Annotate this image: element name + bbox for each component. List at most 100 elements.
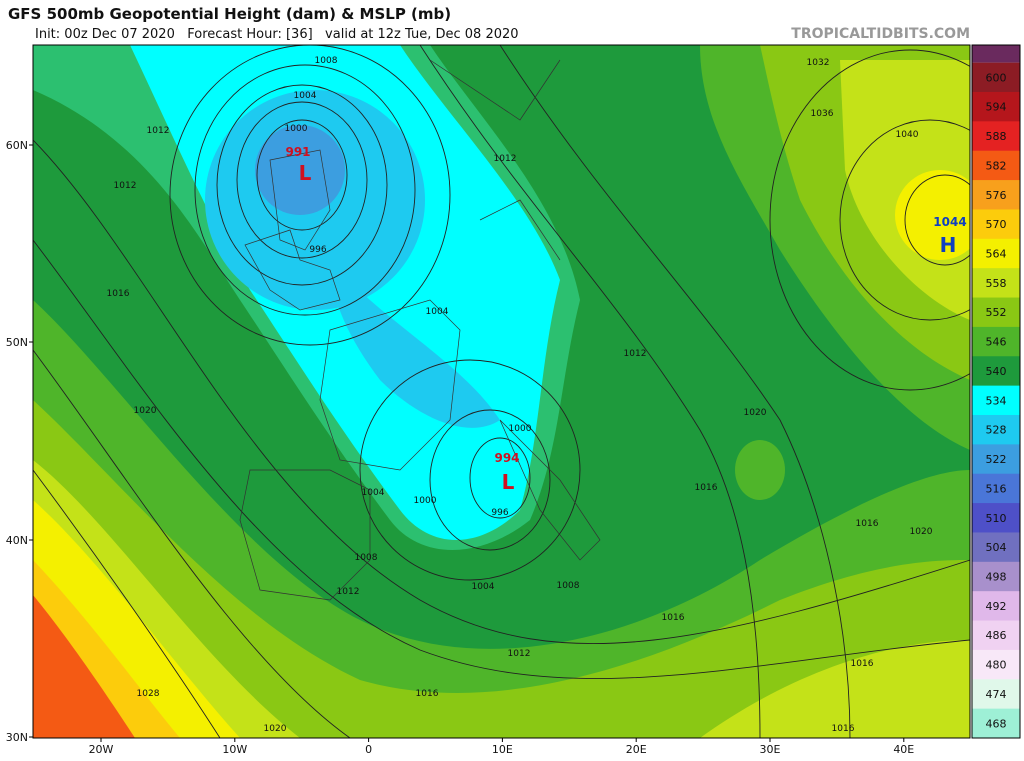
center-value: 991 [285,145,310,159]
isobar-label: 1016 [416,689,439,699]
isobar-label: 996 [309,245,326,255]
center-letter: H [940,233,957,257]
colorbar-label: 552 [986,306,1007,319]
colorbar-label: 474 [986,688,1007,701]
colorbar-bin [972,649,1020,680]
lon-label: 10E [492,743,513,756]
colorbar-label: 534 [986,394,1007,407]
colorbar-bin [972,561,1020,592]
colorbar-bin [972,356,1020,387]
colorbar-bin [972,91,1020,122]
isobar-label: 1016 [832,724,855,734]
lat-label: 30N [6,731,28,744]
field-558 [33,400,970,738]
colorbar-label: 528 [986,424,1007,437]
colorbar-frame [971,44,1021,739]
isobar-label: 1000 [509,424,532,434]
isobar-label: 1028 [137,689,160,699]
colorbar-bin [972,679,1020,710]
isobars [33,45,970,738]
site-name: TROPICALTIDBITS.COM [791,26,970,42]
isobar-label: 1012 [147,126,170,136]
isobar-label: 1008 [557,581,580,591]
isobar-label: 1016 [851,659,874,669]
lon-label: 30E [760,743,781,756]
lat-label: 40N [6,534,28,547]
isobar-label: 1016 [695,483,718,493]
isobar-label: 1040 [896,130,919,140]
colorbar-bin [972,591,1020,622]
colorbar-label: 480 [986,659,1007,672]
isobar-label: 1020 [910,527,933,537]
isobar-label: 996 [491,508,508,518]
map-field [33,45,970,738]
isobar-label: 1012 [494,154,517,164]
field-582 [33,595,135,738]
isobar-label: 1012 [114,181,137,191]
isobar-label: 1008 [315,56,338,66]
colorbar-label: 510 [986,512,1007,525]
lon-label: 20E [626,743,647,756]
isobar-label: 1016 [107,289,130,299]
isobar-label: 1036 [811,109,834,119]
subtitle: Init: 00z Dec 07 2020 Forecast Hour: [36… [35,27,519,42]
lon-label: 20W [89,743,114,756]
colorbar-bin [972,326,1020,357]
colorbar-label: 576 [986,189,1007,202]
isobar-label: 1016 [856,519,879,529]
colorbar-bin [972,180,1020,210]
isobar-label: 1004 [472,582,495,592]
field-522 [255,125,345,215]
colorbar-label: 492 [986,600,1007,613]
field-528-south [330,260,500,428]
colorbar-bin [972,532,1020,563]
isobar-label: 1020 [744,408,767,418]
lat-label: 50N [6,336,28,349]
center-value: 994 [494,451,519,465]
isobar-label: 1016 [662,613,685,623]
colorbar-label: 582 [986,159,1007,172]
isobar-label: 1004 [362,488,385,498]
title: GFS 500mb Geopotential Height (dam) & MS… [8,5,451,23]
colorbar-label: 486 [986,629,1007,642]
colorbar-label: 570 [986,218,1007,231]
colorbar-bin [972,150,1020,181]
isobar-label: 1032 [807,58,830,68]
isobar-label: 1004 [426,307,449,317]
colorbar-bin [972,473,1020,504]
colorbar-label: 504 [986,541,1007,554]
lon-label: 0 [365,743,372,756]
colorbar-bin [972,238,1020,269]
colorbar-label: 516 [986,482,1007,495]
colorbar-label: 588 [986,130,1007,143]
isobar-label: 1020 [264,724,287,734]
isobar-label: 1012 [624,349,647,359]
center-letter: L [502,470,515,494]
colorbar-bin [972,503,1020,533]
colorbar-bin [972,62,1020,93]
colorbar-bin [972,620,1020,651]
field-552-blob [735,440,785,500]
isobar-label: 1020 [134,406,157,416]
isobar-label: 1000 [285,124,308,134]
isobar-label: 1008 [355,553,378,563]
colorbar-label: 522 [986,453,1007,466]
colorbar-bin [972,268,1020,299]
colorbar-label: 540 [986,365,1007,378]
colorbar-bin [972,708,1020,739]
lat-label: 60N [6,139,28,152]
coastlines [239,59,601,601]
colorbar-label: 468 [986,717,1007,730]
colorbar-label: 564 [986,247,1007,260]
center-letter: L [299,161,312,185]
isobar-label: 1004 [294,91,317,101]
colorbar-bin [972,385,1020,416]
colorbar-bin [972,414,1020,445]
colorbar-bin [972,209,1020,240]
lon-label: 10W [222,743,247,756]
colorbar-label: 600 [986,71,1007,84]
colorbar-label: 546 [986,336,1007,349]
lon-label: 40E [893,743,914,756]
isobar-label: 1012 [508,649,531,659]
